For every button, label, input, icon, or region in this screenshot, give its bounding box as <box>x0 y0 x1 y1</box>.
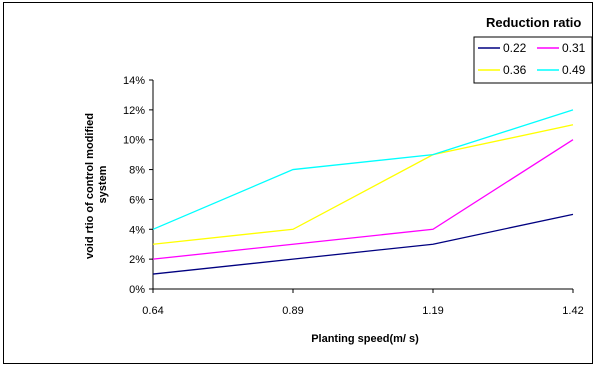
legend: Reduction ratio 0.22 0.31 0.36 0.49 <box>473 15 593 84</box>
series-lines <box>152 109 574 275</box>
legend-label-0-22: 0.22 <box>503 41 527 55</box>
y-axis-title-line-1: void rtio of control modified <box>84 113 96 259</box>
y-tick-label: 2% <box>129 254 145 266</box>
chart-frame <box>3 2 593 364</box>
plot-area <box>152 80 573 290</box>
y-tick-label: 14% <box>123 75 145 87</box>
legend-box <box>473 36 593 84</box>
series-line-0-31 <box>152 139 574 260</box>
legend-label-0-49: 0.49 <box>562 63 586 77</box>
series-line-0-22 <box>152 213 574 275</box>
x-tick-label: 1.19 <box>422 305 443 317</box>
legend-items: 0.22 0.31 0.36 0.49 <box>478 41 586 77</box>
x-tick-label: 0.89 <box>282 305 303 317</box>
axis-ticks: 0% 2% 4% 6% 8% 10% 12% 14% 0.64 0.89 1.19 1.42 <box>123 75 584 317</box>
x-axis-title: Planting speed(m/ s) <box>311 333 419 345</box>
series-line-0-49 <box>152 109 574 230</box>
y-tick-label: 10% <box>123 135 145 147</box>
y-axis-title-line-2: system <box>97 165 109 203</box>
y-tick-label: 6% <box>129 194 145 206</box>
x-tick-label: 0.64 <box>142 305 163 317</box>
series-line-0-36 <box>152 124 574 245</box>
y-tick-label: 4% <box>129 224 145 236</box>
legend-label-0-36: 0.36 <box>503 63 527 77</box>
legend-label-0-31: 0.31 <box>562 41 586 55</box>
x-tick-label: 1.42 <box>562 305 583 317</box>
y-tick-label: 0% <box>129 284 145 296</box>
y-tick-label: 8% <box>129 165 145 177</box>
y-tick-label: 12% <box>123 105 145 117</box>
legend-title: Reduction ratio <box>486 15 581 30</box>
y-axis-title: void rtio of control modified system <box>84 110 109 259</box>
